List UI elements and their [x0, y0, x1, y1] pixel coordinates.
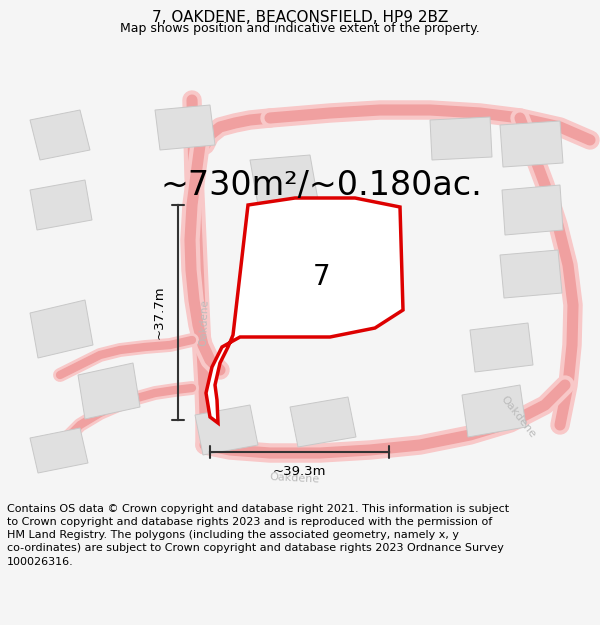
Text: Contains OS data © Crown copyright and database right 2021. This information is : Contains OS data © Crown copyright and d…	[7, 504, 509, 566]
Polygon shape	[30, 180, 92, 230]
Text: Oakdene: Oakdene	[198, 299, 210, 346]
Polygon shape	[30, 300, 93, 358]
Polygon shape	[30, 110, 90, 160]
Polygon shape	[155, 105, 215, 150]
Text: 7, OAKDENE, BEACONSFIELD, HP9 2BZ: 7, OAKDENE, BEACONSFIELD, HP9 2BZ	[152, 10, 448, 25]
Text: Map shows position and indicative extent of the property.: Map shows position and indicative extent…	[120, 22, 480, 35]
Text: Oakdene: Oakdene	[270, 472, 320, 484]
Polygon shape	[195, 405, 258, 455]
Text: 7: 7	[313, 263, 331, 291]
Polygon shape	[206, 198, 403, 423]
Polygon shape	[78, 363, 140, 419]
Text: ~730m²/~0.180ac.: ~730m²/~0.180ac.	[160, 169, 482, 201]
Polygon shape	[250, 155, 318, 205]
Polygon shape	[500, 250, 562, 298]
Polygon shape	[258, 270, 325, 325]
Text: ~39.3m: ~39.3m	[273, 465, 326, 478]
Polygon shape	[430, 117, 492, 160]
Polygon shape	[30, 428, 88, 473]
Text: Oakdene: Oakdene	[499, 394, 538, 440]
Polygon shape	[500, 121, 563, 167]
Polygon shape	[462, 385, 526, 437]
Text: ~37.7m: ~37.7m	[153, 286, 166, 339]
Polygon shape	[290, 397, 356, 447]
Polygon shape	[470, 323, 533, 372]
Polygon shape	[502, 185, 563, 235]
